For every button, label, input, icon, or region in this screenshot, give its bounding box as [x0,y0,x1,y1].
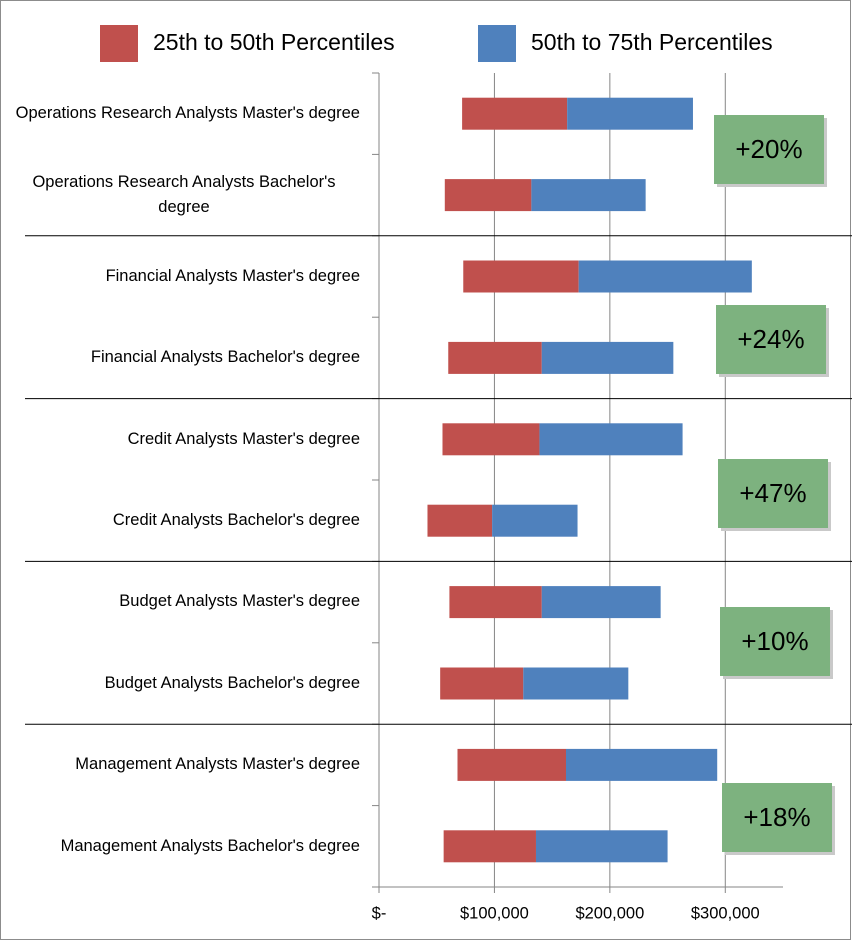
bar-base [379,505,427,537]
bar-segment [427,504,493,537]
y-tick-label: Financial Analysts Bachelor's degree [8,317,360,398]
bar-segment [567,97,693,130]
y-tick-label: Financial Analysts Master's degree [8,236,360,317]
bar-base [379,830,444,862]
bar-segment [539,423,683,456]
annotation-box [714,115,824,184]
bar-base [379,586,449,618]
bar-segment [440,667,524,700]
annotation: +20% [735,134,802,164]
y-tick-label: Credit Analysts Bachelor's degree [8,480,360,561]
annotation-box [718,459,828,528]
bar-segment [523,667,629,700]
bar-segment [565,748,718,781]
bar-segment [462,97,568,130]
annotation: +18% [743,802,810,832]
y-tick-label: Operations Research Analysts Bachelor's … [8,154,360,235]
annotation-box [722,783,832,852]
y-tick-label: Credit Analysts Master's degree [8,399,360,480]
bar-base [379,668,440,700]
x-tick-label: $- [372,904,387,922]
bar-base [379,261,463,293]
bar-segment [535,830,668,863]
bar-segment [578,260,752,293]
y-tick-label: Management Analysts Bachelor's degree [8,806,360,887]
bar-base [379,749,457,781]
y-tick-label: Budget Analysts Master's degree [8,561,360,642]
legend-label: 50th to 75th Percentiles [531,29,773,55]
legend-label: 25th to 50th Percentiles [153,29,395,55]
y-tick-label-text: Credit Analysts Bachelor's degree [112,511,360,529]
bar-segment [457,748,566,781]
bar-segment [444,179,532,212]
legend-swatch [100,25,138,62]
bar-segment [541,586,661,619]
bar-base [379,98,462,130]
y-tick-label: Budget Analysts Bachelor's degree [8,643,360,724]
y-tick-label-text: Budget Analysts Bachelor's degree [104,673,360,692]
annotation-box [720,607,830,676]
x-tick-label: $300,000 [691,904,760,922]
annotation: +47% [739,478,806,508]
y-tick-label-text: Credit Analysts Master's degree [127,429,360,448]
annotation: +10% [741,626,808,656]
bar-base [379,179,445,211]
bar-segment [492,504,578,537]
bar-segment [541,341,674,374]
legend-swatch [478,25,516,62]
bar-segment [448,341,542,374]
bar-segment [531,179,646,212]
bar-segment [442,423,540,456]
bar-base [379,423,442,455]
bar-segment [443,830,536,863]
y-tick-label-text: Operations Research Analysts Bachelor's … [32,172,336,216]
y-tick-label-text: Operations Research Analysts Master's de… [15,104,360,122]
x-tick-label: $100,000 [460,904,529,922]
y-tick-label-text: Financial Analysts Bachelor's degree [90,348,360,367]
annotation-box [716,305,826,374]
y-tick-label-text: Management Analysts Bachelor's degree [60,836,360,855]
bar-segment [449,586,542,619]
y-tick-label: Operations Research Analysts Master's de… [8,73,360,154]
bar-base [379,342,448,374]
y-tick-label-text: Financial Analysts Master's degree [105,266,360,285]
bar-segment [463,260,579,293]
y-tick-label-text: Budget Analysts Master's degree [119,592,360,611]
y-tick-label: Management Analysts Master's degree [8,724,360,805]
x-tick-label: $200,000 [575,904,644,922]
y-tick-label-text: Management Analysts Master's degree [75,755,360,774]
annotation: +24% [737,324,804,354]
